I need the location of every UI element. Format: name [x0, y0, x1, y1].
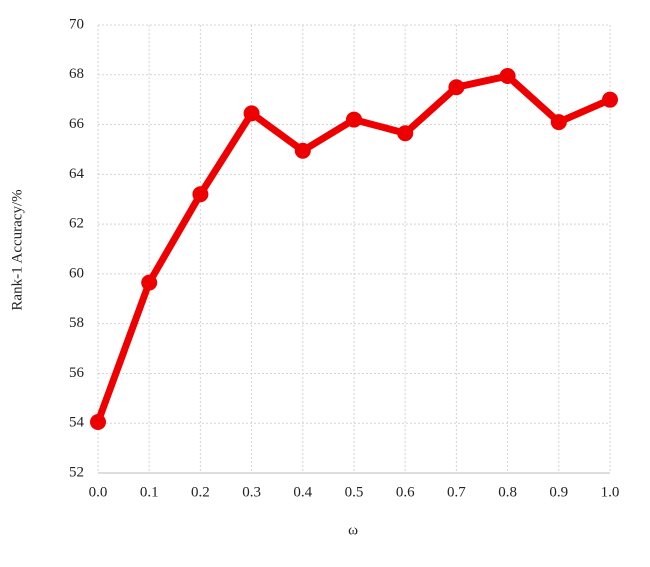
y-tick-label: 58	[69, 315, 84, 331]
marker	[192, 186, 209, 203]
y-tick-label: 66	[69, 116, 85, 132]
x-tick-label: 0.5	[345, 484, 364, 500]
y-tick-label: 60	[69, 265, 84, 281]
marker	[346, 111, 362, 128]
marker	[397, 125, 414, 142]
marker	[448, 79, 465, 96]
y-tick-label: 62	[69, 216, 84, 232]
y-tick-label: 52	[69, 464, 84, 480]
x-tick-label: 0.9	[549, 484, 568, 500]
marker	[141, 274, 158, 291]
x-axis-label: ω	[348, 522, 358, 538]
x-tick-label: 0.3	[242, 484, 261, 500]
marker	[550, 114, 567, 131]
x-tick-label: 0.8	[498, 484, 517, 500]
marker	[90, 413, 106, 430]
y-tick-label: 68	[69, 66, 84, 82]
x-tick-label: 0.1	[140, 484, 159, 500]
y-tick-label: 54	[69, 415, 85, 431]
marker	[602, 91, 618, 108]
marker	[294, 142, 311, 159]
x-tick-label: 0.0	[89, 484, 108, 500]
y-tick-label: 70	[69, 16, 84, 32]
x-tick-label: 0.4	[293, 484, 312, 500]
x-tick-label: 0.2	[191, 484, 210, 500]
y-tick-label: 56	[69, 365, 85, 381]
x-tick-label: 0.7	[447, 484, 466, 500]
y-axis-label: Rank-1 Accuracy/%	[9, 189, 25, 310]
marker	[243, 105, 260, 122]
x-tick-label: 0.6	[396, 484, 415, 500]
x-tick-label: 1.0	[601, 484, 620, 500]
y-tick-label: 64	[69, 166, 85, 182]
marker	[499, 68, 516, 85]
